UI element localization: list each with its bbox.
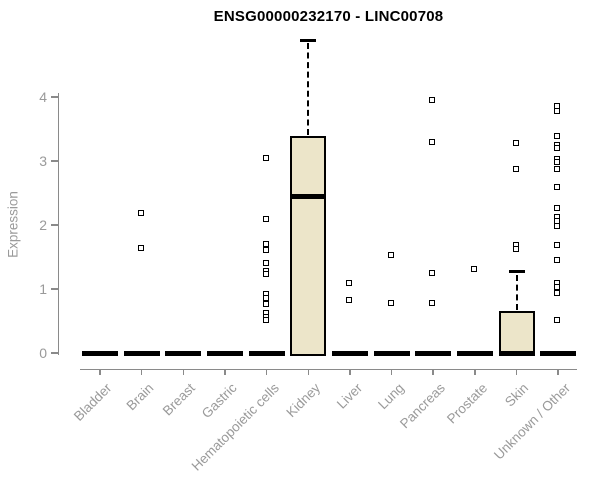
x-category-label: Brain — [123, 380, 157, 414]
x-axis-tick — [557, 369, 559, 375]
x-category-label: Lung — [374, 380, 407, 413]
chart-title: ENSG00000232170 - LINC00708 — [213, 8, 444, 25]
outlier-point — [262, 241, 269, 248]
outlier-point — [262, 246, 269, 253]
boxplot-median — [373, 350, 410, 356]
x-axis-tick — [307, 369, 309, 375]
boxplot-whisker — [515, 274, 518, 311]
y-axis-tick — [51, 96, 58, 98]
y-axis-tick — [51, 160, 58, 162]
boxplot-median — [498, 350, 535, 356]
outlier-point — [554, 241, 561, 248]
x-category-label: Gastric — [199, 380, 240, 422]
boxplot-median — [123, 350, 160, 356]
x-axis-tick — [140, 369, 143, 375]
outlier-point — [262, 154, 269, 161]
boxplot-median — [248, 350, 285, 356]
outlier-point — [554, 165, 561, 172]
boxplot-median — [415, 350, 452, 356]
x-axis-line — [80, 368, 577, 370]
boxplot-median — [456, 350, 493, 356]
outlier-point — [345, 280, 352, 287]
outlier-point — [512, 246, 519, 253]
outlier-point — [262, 215, 269, 222]
boxplot-median — [331, 350, 368, 356]
boxplot-median — [290, 194, 327, 200]
outlier-point — [554, 133, 561, 140]
x-category-label: Unknown / Other — [490, 380, 574, 463]
outlier-point — [554, 145, 561, 152]
x-axis-tick — [182, 369, 185, 375]
x-axis-tick — [432, 369, 434, 375]
y-axis-tick — [51, 224, 58, 226]
y-tick-label: 0 — [39, 345, 47, 361]
outlier-point — [554, 223, 561, 230]
x-category-label: Liver — [333, 380, 365, 412]
outlier-point — [429, 138, 436, 145]
x-axis-tick — [349, 369, 351, 375]
outlier-point — [262, 300, 269, 307]
y-axis-line — [57, 93, 59, 355]
y-tick-label: 1 — [39, 281, 47, 297]
outlier-point — [554, 257, 561, 264]
x-category-label: Skin — [502, 380, 532, 410]
outlier-point — [387, 300, 394, 307]
outlier-point — [554, 204, 561, 211]
outlier-point — [262, 317, 269, 324]
x-axis-tick — [265, 369, 268, 375]
outlier-point — [429, 270, 436, 276]
outlier-point — [512, 140, 519, 147]
boxplot-whisker-cap — [508, 270, 525, 274]
outlier-point — [554, 289, 561, 296]
x-category-label: Bladder — [71, 380, 115, 424]
outlier-point — [554, 217, 561, 224]
boxplot-box — [290, 135, 327, 356]
y-tick-label: 3 — [39, 153, 47, 169]
outlier-point — [262, 294, 269, 301]
y-tick-label: 4 — [39, 89, 47, 105]
outlier-point — [387, 252, 394, 259]
outlier-point — [262, 260, 269, 267]
x-category-label: Breast — [160, 380, 199, 419]
boxplot-median — [165, 350, 202, 356]
y-axis-tick — [51, 352, 58, 354]
boxplot-median — [82, 350, 118, 356]
outlier-point — [137, 209, 144, 216]
y-axis-tick — [51, 288, 58, 290]
boxplot-median — [540, 350, 577, 356]
outlier-point — [554, 284, 561, 291]
outlier-point — [554, 108, 561, 115]
boxplot-box — [498, 311, 535, 356]
outlier-point — [262, 270, 269, 277]
boxplot-whisker — [307, 43, 310, 135]
boxplot-median — [206, 350, 243, 356]
outlier-point — [429, 300, 436, 307]
x-axis-tick — [99, 369, 101, 375]
boxplot-whisker-cap — [300, 38, 317, 42]
x-category-label: Prostate — [443, 380, 490, 427]
x-axis-tick — [224, 369, 226, 375]
outlier-point — [554, 316, 561, 323]
outlier-point — [345, 296, 352, 303]
y-tick-label: 2 — [39, 217, 47, 233]
outlier-point — [512, 165, 519, 172]
outlier-point — [470, 266, 477, 273]
x-axis-tick — [390, 369, 393, 375]
outlier-point — [554, 158, 561, 165]
x-axis-tick — [474, 369, 476, 375]
outlier-point — [137, 245, 144, 252]
outlier-point — [554, 184, 561, 191]
outlier-point — [429, 97, 436, 104]
x-axis-tick — [515, 369, 518, 375]
x-category-label: Kidney — [283, 380, 324, 421]
